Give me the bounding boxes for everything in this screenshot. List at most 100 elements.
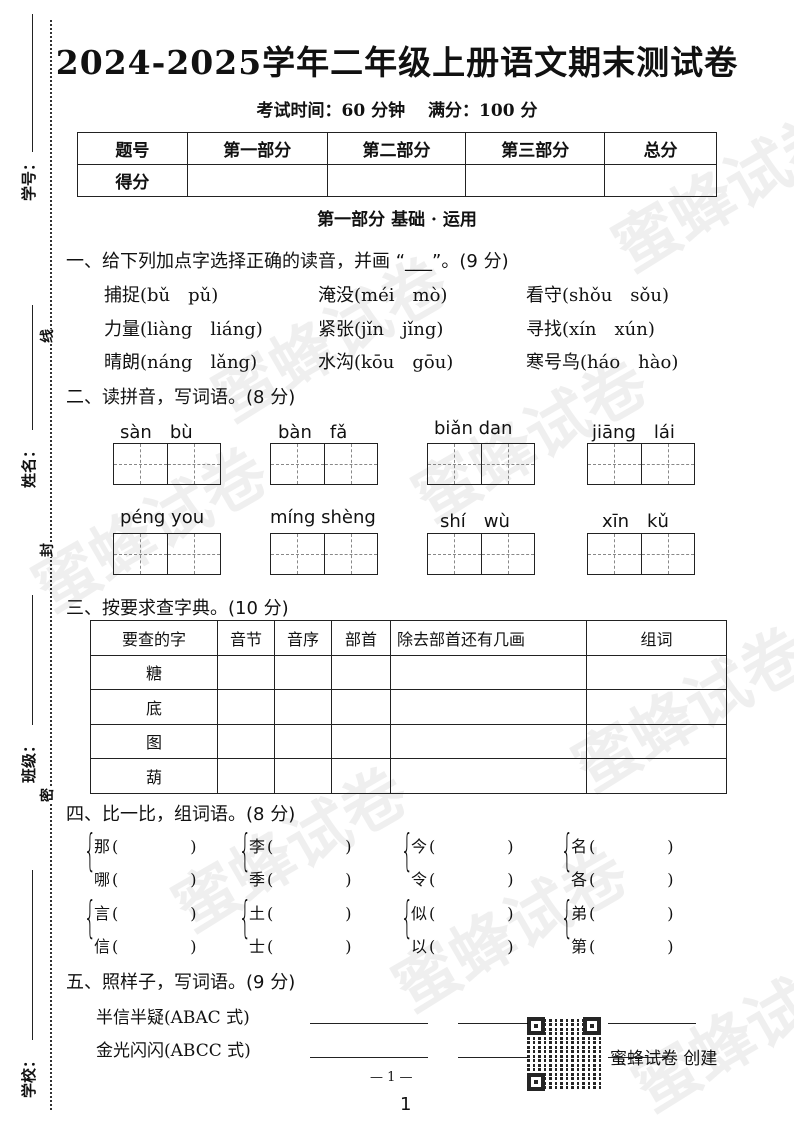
example-word: 半信半疑(ABAC 式) — [96, 1008, 250, 1028]
q1-item[interactable]: 水沟(kōu gōu) — [318, 352, 454, 373]
answer-blank[interactable]: ( ) — [112, 937, 203, 956]
answer-cell[interactable] — [586, 689, 727, 725]
q1-item[interactable]: 晴朗(náng lǎng) — [104, 352, 258, 373]
answer-cell[interactable] — [390, 758, 587, 794]
compare-char: 哪 — [94, 870, 111, 889]
answer-line[interactable] — [458, 1057, 528, 1058]
answer-line[interactable] — [310, 1057, 428, 1058]
answer-cell[interactable] — [274, 723, 332, 759]
compare-char: 似 — [411, 904, 428, 923]
q1-item[interactable]: 看守(shǒu sǒu) — [526, 285, 669, 306]
answer-cell[interactable] — [331, 723, 391, 759]
answer-blank[interactable]: ( ) — [112, 904, 203, 923]
writing-grid[interactable] — [587, 443, 695, 485]
q2-heading: 二、读拼音，写词语。(8 分) — [66, 387, 296, 408]
exam-info: 考试时间：60 分钟 满分：100 分 — [256, 101, 538, 121]
school-field[interactable] — [32, 870, 33, 1040]
writing-grid[interactable] — [427, 443, 535, 485]
answer-blank[interactable]: ( ) — [589, 904, 680, 923]
q1-item[interactable]: 紧张(jǐn jǐng) — [318, 319, 444, 340]
answer-blank[interactable]: ( ) — [112, 870, 203, 889]
answer-blank[interactable]: ( ) — [589, 870, 680, 889]
name-field[interactable] — [32, 305, 33, 430]
answer-blank[interactable]: ( ) — [267, 904, 358, 923]
score-header: 总分 — [604, 132, 717, 165]
student-id-field[interactable] — [32, 14, 33, 152]
score-cell[interactable] — [326, 164, 467, 197]
compare-char: 今 — [411, 837, 428, 856]
answer-cell[interactable] — [217, 723, 275, 759]
answer-blank[interactable]: ( ) — [429, 870, 520, 889]
writing-grid[interactable] — [113, 533, 221, 575]
answer-line[interactable] — [608, 1023, 696, 1024]
q1-heading: 一、给下列加点字选择正确的读音，并画 “___”。(9 分) — [66, 251, 509, 272]
answer-blank[interactable]: ( ) — [267, 937, 358, 956]
answer-cell[interactable] — [390, 654, 587, 690]
pinyin-label: sàn bù — [120, 422, 193, 443]
answer-line[interactable] — [608, 1057, 668, 1058]
school-label: 学校： — [20, 1052, 39, 1099]
score-cell[interactable] — [465, 164, 606, 197]
answer-cell[interactable] — [390, 689, 587, 725]
compare-char: 士 — [249, 937, 266, 956]
score-header: 第三部分 — [465, 132, 606, 165]
answer-cell[interactable] — [390, 723, 587, 759]
q1-item[interactable]: 寻找(xín xún) — [526, 319, 655, 340]
writing-grid[interactable] — [427, 533, 535, 575]
writing-grid[interactable] — [270, 533, 378, 575]
class-label: 班级： — [20, 737, 39, 784]
answer-blank[interactable]: ( ) — [429, 904, 520, 923]
answer-blank[interactable]: ( ) — [267, 870, 358, 889]
q1-item[interactable]: 力量(liàng liáng) — [104, 319, 263, 340]
dictionary-table: 要查的字 音节 音序 部首 除去部首还有几画 组词 糖 底 图 葫 — [90, 620, 727, 794]
answer-blank[interactable]: ( ) — [589, 937, 680, 956]
dict-char: 糖 — [90, 654, 218, 690]
writing-grid[interactable] — [113, 443, 221, 485]
q1-item[interactable]: 捕捉(bǔ pǔ) — [104, 285, 219, 306]
example-word: 金光闪闪(ABCC 式) — [96, 1041, 251, 1061]
compare-char: 第 — [571, 937, 588, 956]
answer-cell[interactable] — [274, 654, 332, 690]
answer-cell[interactable] — [331, 758, 391, 794]
score-header: 第二部分 — [326, 132, 467, 165]
seal-mark-secret: 密 — [37, 788, 57, 802]
answer-cell[interactable] — [274, 758, 332, 794]
answer-cell[interactable] — [217, 758, 275, 794]
answer-line[interactable] — [310, 1023, 428, 1024]
score-row-label: 得分 — [77, 164, 188, 197]
page-number: 1 — [400, 1094, 412, 1115]
answer-blank[interactable]: ( ) — [112, 837, 203, 856]
q1-item[interactable]: 寒号鸟(háo hào) — [526, 352, 679, 373]
dict-header: 组词 — [586, 620, 727, 656]
answer-cell[interactable] — [331, 654, 391, 690]
score-cell[interactable] — [186, 164, 328, 197]
answer-blank[interactable]: ( ) — [429, 937, 520, 956]
q1-item[interactable]: 淹没(méi mò) — [318, 285, 448, 306]
class-field[interactable] — [32, 595, 33, 725]
binding-dotted-line — [50, 20, 52, 1110]
answer-blank[interactable]: ( ) — [589, 837, 680, 856]
answer-cell[interactable] — [586, 758, 727, 794]
seal-mark-seal: 封 — [37, 543, 57, 557]
answer-blank[interactable]: ( ) — [429, 837, 520, 856]
writing-grid[interactable] — [270, 443, 378, 485]
seal-mark-line: 线 — [37, 329, 57, 343]
q5-heading: 五、照样子，写词语。(9 分) — [66, 972, 296, 993]
answer-cell[interactable] — [586, 654, 727, 690]
score-header: 第一部分 — [186, 132, 328, 165]
score-cell[interactable] — [604, 164, 717, 197]
answer-cell[interactable] — [331, 689, 391, 725]
compare-char: 令 — [411, 870, 428, 889]
answer-cell[interactable] — [217, 689, 275, 725]
answer-blank[interactable]: ( ) — [267, 837, 358, 856]
answer-line[interactable] — [458, 1023, 528, 1024]
answer-cell[interactable] — [586, 723, 727, 759]
page-title: 2024-2025学年二年级上册语文期末测试卷 — [55, 43, 739, 82]
brace-icon: { — [560, 892, 574, 943]
answer-cell[interactable] — [217, 654, 275, 690]
answer-cell[interactable] — [274, 689, 332, 725]
brace-icon: { — [83, 825, 97, 876]
writing-grid[interactable] — [587, 533, 695, 575]
compare-char: 那 — [94, 837, 111, 856]
page-mark: — 1 — — [370, 1070, 413, 1085]
